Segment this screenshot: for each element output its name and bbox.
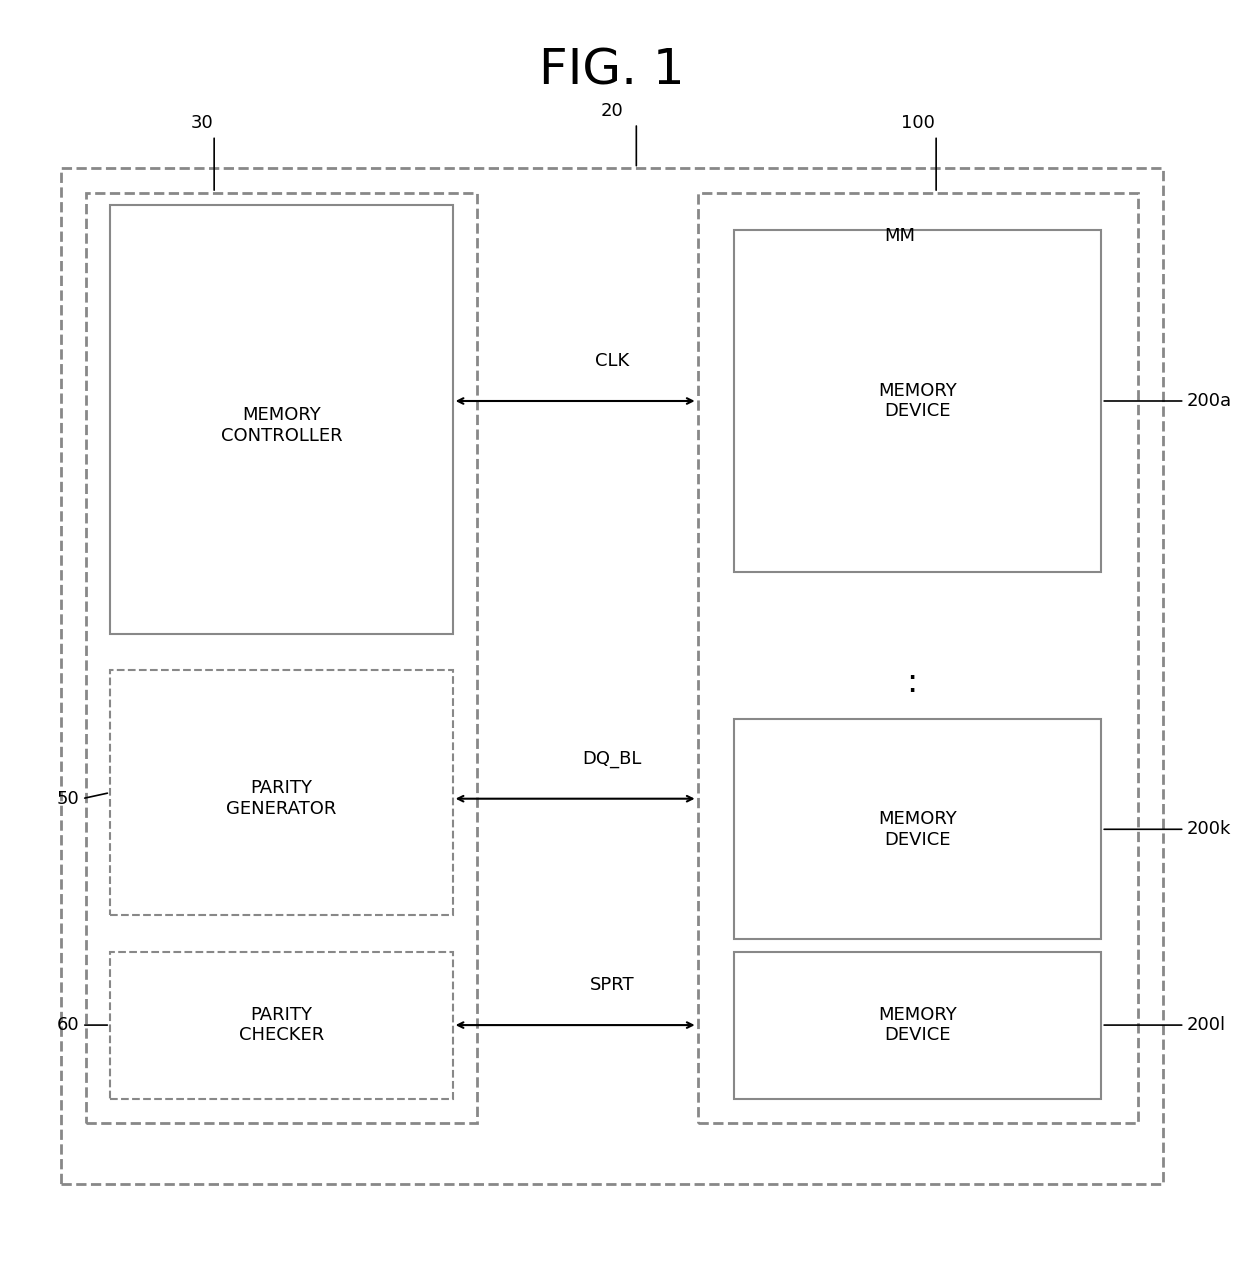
- FancyBboxPatch shape: [110, 952, 453, 1098]
- Text: PARITY
GENERATOR: PARITY GENERATOR: [226, 779, 336, 818]
- FancyBboxPatch shape: [110, 205, 453, 634]
- Text: 100: 100: [900, 114, 935, 132]
- Text: MEMORY
DEVICE: MEMORY DEVICE: [878, 1006, 957, 1044]
- FancyBboxPatch shape: [61, 169, 1163, 1185]
- FancyBboxPatch shape: [734, 229, 1101, 573]
- Text: MEMORY
DEVICE: MEMORY DEVICE: [878, 810, 957, 849]
- Text: 200a: 200a: [1187, 392, 1233, 411]
- FancyBboxPatch shape: [110, 670, 453, 915]
- Text: MEMORY
DEVICE: MEMORY DEVICE: [878, 381, 957, 421]
- Text: 200k: 200k: [1187, 820, 1231, 839]
- Text: 20: 20: [600, 101, 624, 119]
- Text: FIG. 1: FIG. 1: [539, 47, 684, 95]
- FancyBboxPatch shape: [86, 193, 477, 1123]
- Text: 200l: 200l: [1187, 1016, 1226, 1034]
- Text: DQ_BL: DQ_BL: [582, 750, 641, 768]
- Text: CLK: CLK: [595, 352, 629, 370]
- Text: PARITY
CHECKER: PARITY CHECKER: [239, 1006, 324, 1044]
- Text: MEMORY
CONTROLLER: MEMORY CONTROLLER: [221, 405, 342, 445]
- Text: 60: 60: [57, 1016, 79, 1034]
- Text: MM: MM: [884, 227, 915, 245]
- Text: 30: 30: [191, 114, 213, 132]
- Text: SPRT: SPRT: [589, 977, 634, 995]
- FancyBboxPatch shape: [698, 193, 1138, 1123]
- FancyBboxPatch shape: [734, 952, 1101, 1098]
- Text: :: :: [906, 666, 918, 699]
- FancyBboxPatch shape: [734, 720, 1101, 939]
- Text: 50: 50: [57, 789, 79, 807]
